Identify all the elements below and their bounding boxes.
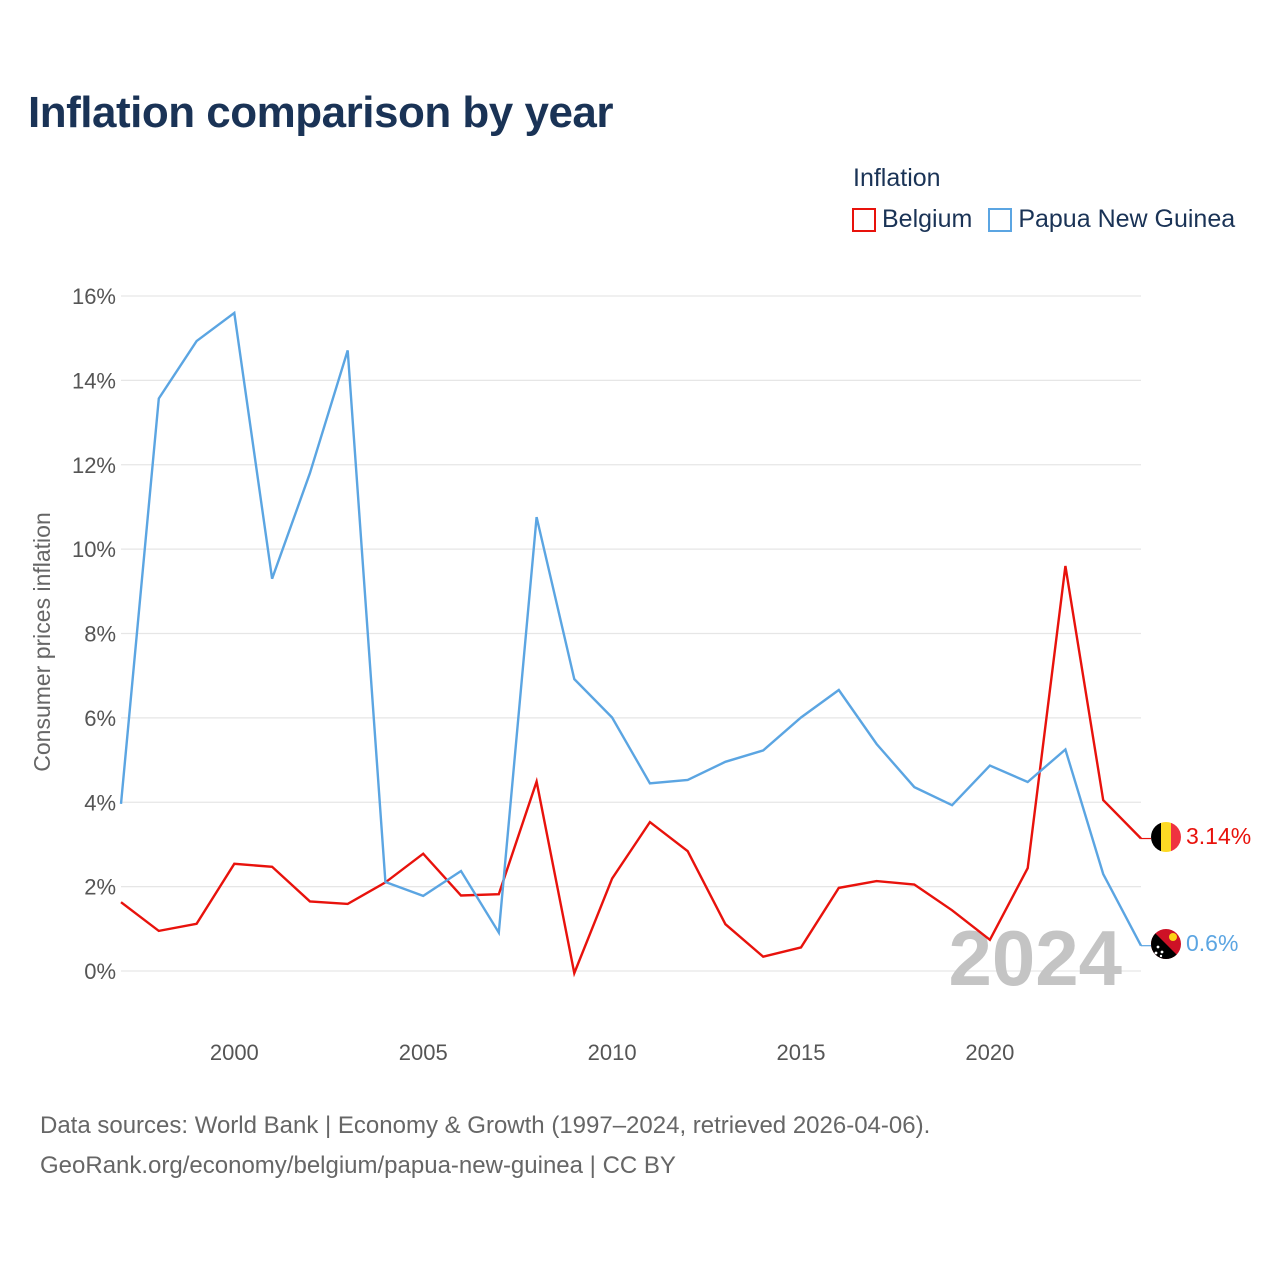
data-point-belgium[interactable] xyxy=(1061,562,1069,570)
series-line-papua-new-guinea[interactable] xyxy=(119,310,1143,947)
data-point-belgium[interactable] xyxy=(1137,835,1145,843)
data-point-belgium[interactable] xyxy=(684,847,692,855)
data-point-belgium[interactable] xyxy=(721,920,729,928)
x-tick-label: 2000 xyxy=(210,1040,259,1065)
data-point-belgium[interactable] xyxy=(910,881,918,889)
y-tick-labels: 0% 2% 4% 6% 8% 10% 12% 14% 16% xyxy=(72,284,116,984)
data-point-belgium[interactable] xyxy=(495,890,503,898)
legend-swatch-belgium xyxy=(852,207,876,232)
data-point-belgium[interactable] xyxy=(1024,864,1032,872)
data-point-belgium[interactable] xyxy=(268,863,276,871)
legend: Belgium Papua New Guinea xyxy=(852,205,1251,234)
data-point-belgium[interactable] xyxy=(419,850,427,858)
y-tick-label: 16% xyxy=(72,284,116,309)
data-point-belgium[interactable] xyxy=(117,898,125,906)
belgium-flag-icon xyxy=(1151,822,1181,852)
data-point-papua-new-guinea[interactable] xyxy=(684,776,692,784)
papua-new-guinea-flag-icon xyxy=(1151,929,1181,959)
data-point-belgium[interactable] xyxy=(608,875,616,883)
data-point-papua-new-guinea[interactable] xyxy=(193,337,201,345)
x-tick-label: 2005 xyxy=(399,1040,448,1065)
series-points xyxy=(117,309,1145,977)
legend-label-belgium: Belgium xyxy=(882,205,973,233)
legend-label-papua-new-guinea: Papua New Guinea xyxy=(1018,205,1236,233)
data-point-papua-new-guinea[interactable] xyxy=(721,758,729,766)
legend-swatch-papua-new-guinea xyxy=(988,207,1013,232)
data-point-belgium[interactable] xyxy=(457,891,465,899)
data-point-papua-new-guinea[interactable] xyxy=(495,929,503,937)
data-point-papua-new-guinea[interactable] xyxy=(381,878,389,886)
data-point-papua-new-guinea[interactable] xyxy=(344,346,352,354)
data-point-papua-new-guinea[interactable] xyxy=(570,675,578,683)
data-point-belgium[interactable] xyxy=(835,884,843,892)
y-tick-label: 10% xyxy=(72,537,116,562)
data-point-papua-new-guinea[interactable] xyxy=(835,686,843,694)
data-point-belgium[interactable] xyxy=(948,906,956,914)
y-axis-label: Consumer prices inflation xyxy=(29,512,55,772)
legend-title: Inflation xyxy=(853,164,941,192)
line-chart: 0%2%4%6%8%10%12%14%16% 2000 2005 2010 2015 2… xyxy=(29,284,1251,1065)
data-point-belgium[interactable] xyxy=(344,900,352,908)
x-tick-label: 2020 xyxy=(965,1040,1014,1065)
data-point-papua-new-guinea[interactable] xyxy=(457,867,465,875)
data-point-papua-new-guinea[interactable] xyxy=(1137,942,1145,950)
y-tick-label: 14% xyxy=(72,368,116,393)
data-point-papua-new-guinea[interactable] xyxy=(759,746,767,754)
data-point-papua-new-guinea[interactable] xyxy=(533,513,541,521)
gridlines xyxy=(121,295,1141,972)
data-point-belgium[interactable] xyxy=(570,969,578,977)
x-tick-label: 2010 xyxy=(588,1040,637,1065)
data-point-belgium[interactable] xyxy=(155,927,163,935)
data-point-papua-new-guinea[interactable] xyxy=(155,395,163,403)
data-point-belgium[interactable] xyxy=(1099,796,1107,804)
legend-item-belgium[interactable]: Belgium xyxy=(852,205,972,234)
y-tick-label: 2% xyxy=(84,875,116,900)
data-point-papua-new-guinea[interactable] xyxy=(117,800,125,808)
papua-new-guinea-end-label: 0.6% xyxy=(1186,930,1238,956)
data-point-papua-new-guinea[interactable] xyxy=(948,801,956,809)
data-point-papua-new-guinea[interactable] xyxy=(608,713,616,721)
y-tick-label: 4% xyxy=(84,790,116,815)
data-point-papua-new-guinea[interactable] xyxy=(1061,746,1069,754)
footer: Data sources: World Bank | Economy & Gro… xyxy=(40,1106,930,1186)
data-point-belgium[interactable] xyxy=(533,778,541,786)
y-tick-label: 6% xyxy=(84,706,116,731)
chart-title: Inflation comparison by year xyxy=(28,88,614,137)
data-point-papua-new-guinea[interactable] xyxy=(797,713,805,721)
data-point-papua-new-guinea[interactable] xyxy=(419,892,427,900)
belgium-end-label: 3.14% xyxy=(1186,823,1251,849)
data-point-papua-new-guinea[interactable] xyxy=(230,309,238,317)
y-tick-label: 12% xyxy=(72,453,116,478)
data-point-belgium[interactable] xyxy=(193,920,201,928)
data-point-belgium[interactable] xyxy=(306,897,314,905)
data-point-belgium[interactable] xyxy=(986,936,994,944)
data-point-belgium[interactable] xyxy=(873,877,881,885)
data-point-belgium[interactable] xyxy=(646,818,654,826)
data-point-belgium[interactable] xyxy=(797,943,805,951)
y-tick-label: 0% xyxy=(84,959,116,984)
y-tick-label: 8% xyxy=(84,622,116,647)
data-point-papua-new-guinea[interactable] xyxy=(910,783,918,791)
series-lines xyxy=(119,310,1151,978)
data-point-papua-new-guinea[interactable] xyxy=(306,469,314,477)
footer-sources: Data sources: World Bank | Economy & Gro… xyxy=(40,1112,931,1139)
data-point-belgium[interactable] xyxy=(230,860,238,868)
data-point-papua-new-guinea[interactable] xyxy=(986,762,994,770)
data-point-papua-new-guinea[interactable] xyxy=(873,740,881,748)
footer-url: GeoRank.org/economy/belgium/papua-new-gu… xyxy=(40,1152,676,1179)
x-tick-labels: 2000 2005 2010 2015 2020 xyxy=(210,1040,1015,1065)
data-point-papua-new-guinea[interactable] xyxy=(1024,778,1032,786)
data-point-belgium[interactable] xyxy=(759,953,767,961)
data-point-papua-new-guinea[interactable] xyxy=(268,575,276,583)
data-point-papua-new-guinea[interactable] xyxy=(1099,870,1107,878)
legend-item-papua-new-guinea[interactable]: Papua New Guinea xyxy=(988,205,1235,234)
x-tick-label: 2015 xyxy=(777,1040,826,1065)
data-point-papua-new-guinea[interactable] xyxy=(646,779,654,787)
series-line-belgium[interactable] xyxy=(120,565,1142,978)
